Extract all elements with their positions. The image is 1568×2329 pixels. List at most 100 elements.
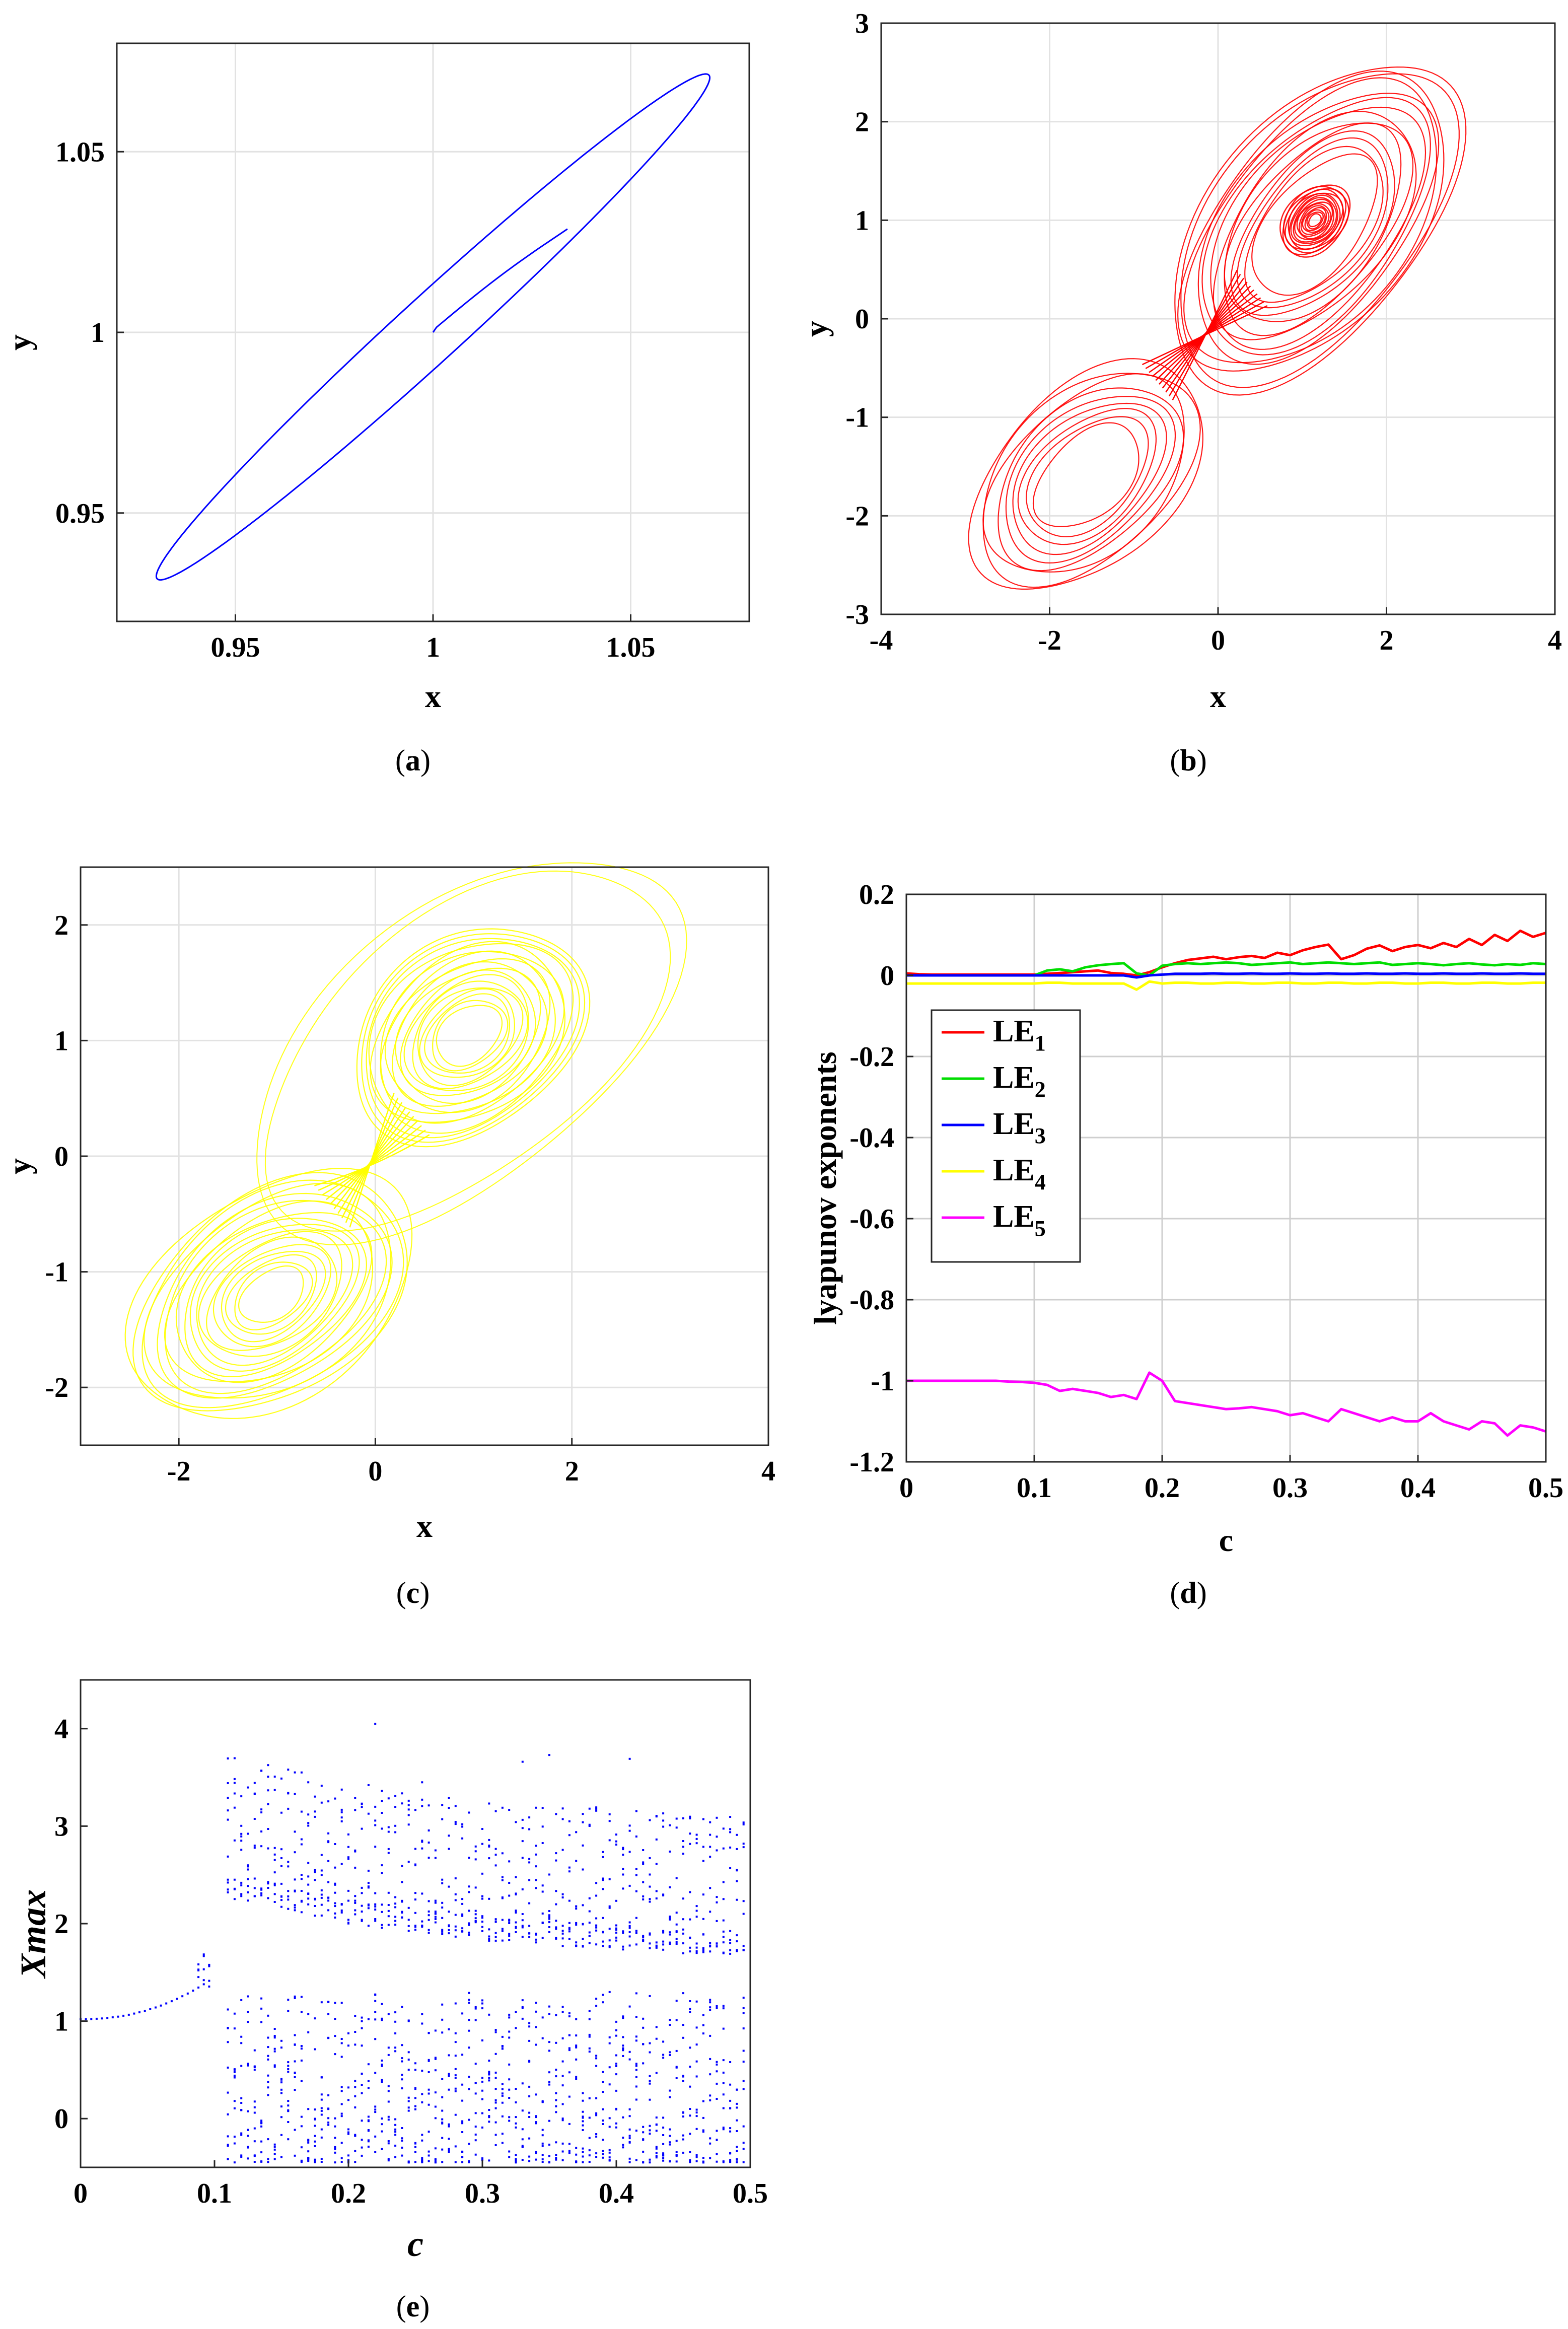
panel-e-point [608,1905,611,1908]
panel-e-point [655,1946,658,1949]
panel-e-point [669,1916,671,1918]
panel-e-point [434,2159,437,2161]
panel-e-point [394,2050,397,2053]
panel-e-point [588,1922,591,1924]
panel-e-point [361,2027,363,2029]
panel-e-point [441,1818,444,1820]
panel-e-point [736,2161,738,2163]
panel-e-point [474,2019,477,2021]
panel-c-lower-lobe-loop [198,1231,342,1357]
panel-b-connector [1142,270,1268,400]
panel-e-point [280,2078,282,2080]
panel-e-point [300,1890,303,1892]
panel-e-point [508,2120,511,2122]
panel-e-point [561,1896,564,1898]
panel-e-point [608,1946,611,1948]
panel-e-point [361,2092,363,2094]
panel-e-point [488,2013,490,2016]
panel-e-point [427,2092,430,2095]
panel-e-point [729,2099,732,2102]
panel-b-y-tick-label: -3 [845,599,869,630]
panel-e-point [202,1953,205,1956]
panel-e-point [595,2055,598,2057]
panel-e-point [267,2081,269,2083]
panel-e-point [501,1876,504,1878]
panel-e-point [548,2143,550,2146]
panel-e-point [628,1921,631,1924]
panel-e-point [548,2120,550,2122]
panel-e-point [394,1831,397,1833]
panel-b-x-tick-label: -2 [1038,625,1061,656]
panel-e-point [260,2007,263,2010]
panel-e-point [528,2095,531,2097]
panel-e-point [541,2161,544,2163]
panel-c-lower-lobe-loop [175,1212,373,1383]
panel-e-point [327,1881,330,1883]
panel-e-point [649,2042,651,2044]
panel-e-point [267,1764,269,1767]
panel-e-point [716,2082,718,2085]
panel-d-series-le4 [906,980,1546,991]
panel-e-point [354,1809,357,1811]
panel-e-point [528,2039,531,2042]
panel-e-point [628,2137,631,2140]
panel-e-point [394,2131,397,2133]
panel-e-point [669,2019,671,2021]
panel-e-point [602,2120,604,2122]
panel-e-point [401,2146,403,2149]
panel-e-point [441,2078,444,2080]
panel-e-point [401,2074,403,2076]
panel-e-point [300,2048,303,2050]
panel-e-point [481,2126,483,2129]
panel-e-point [548,1926,550,1928]
panel-e-point [488,2115,490,2118]
panel-e-point [588,1807,591,1810]
panel-e-point [682,2024,684,2026]
panel-e-point [367,1869,370,1872]
panel-e-point [655,2072,658,2074]
panel-b-inner-lobe-loop [1279,184,1351,258]
panel-e-point [561,1932,564,1935]
panel-e-point [260,2021,263,2023]
panel-e-point [689,2108,691,2110]
panel-e-point [367,1907,370,1910]
panel-e-point [454,2161,457,2163]
panel-e-point [655,1941,658,1944]
panel-e-point [649,2125,651,2127]
panel-e-point [561,2037,564,2039]
panel-e-point [454,2002,457,2005]
panel-e-point [742,1821,745,1824]
panel-e-point [287,2100,290,2102]
panel-e-point [307,1897,310,1900]
panel-e-point [622,2116,624,2119]
panel-e-point [555,1859,557,1862]
panel-e-point [528,1932,531,1935]
panel-e-point [340,1808,343,1811]
panel-e-point [401,2006,403,2008]
panel-e-point [434,2158,437,2160]
panel-e-point [427,1842,430,1844]
panel-d-y-tick-label: -1.2 [849,1447,894,1478]
panel-e-point [448,1885,450,1888]
panel-b-inner-lobe-loop [1294,198,1335,240]
panel-e-point [253,2065,256,2068]
panel-e-point [280,2088,282,2091]
panel-e-point [575,1922,578,1924]
panel-e-point [401,1900,403,1903]
panel-e-point [340,1863,343,1865]
panel-e-point [695,2060,698,2063]
panel-c-x-tick-label: 4 [761,1456,775,1487]
panel-e-point [170,2000,173,2003]
panel-e-point [374,2018,377,2021]
panel-e-point [669,1943,671,1945]
panel-e-point [327,2117,330,2120]
panel-e-y-tick-label: 0 [54,2103,68,2135]
panel-e-point [548,2155,550,2157]
panel-c-connector-strand [322,1125,422,1195]
panel-e-point [521,2128,524,2131]
panel-d-caption-letter: d [1180,1576,1196,1609]
panel-e-point [253,2111,256,2114]
panel-e-point [722,2127,725,2129]
panel-e-point [575,1860,578,1862]
panel-a-x-tick-label: 0.95 [211,632,260,663]
